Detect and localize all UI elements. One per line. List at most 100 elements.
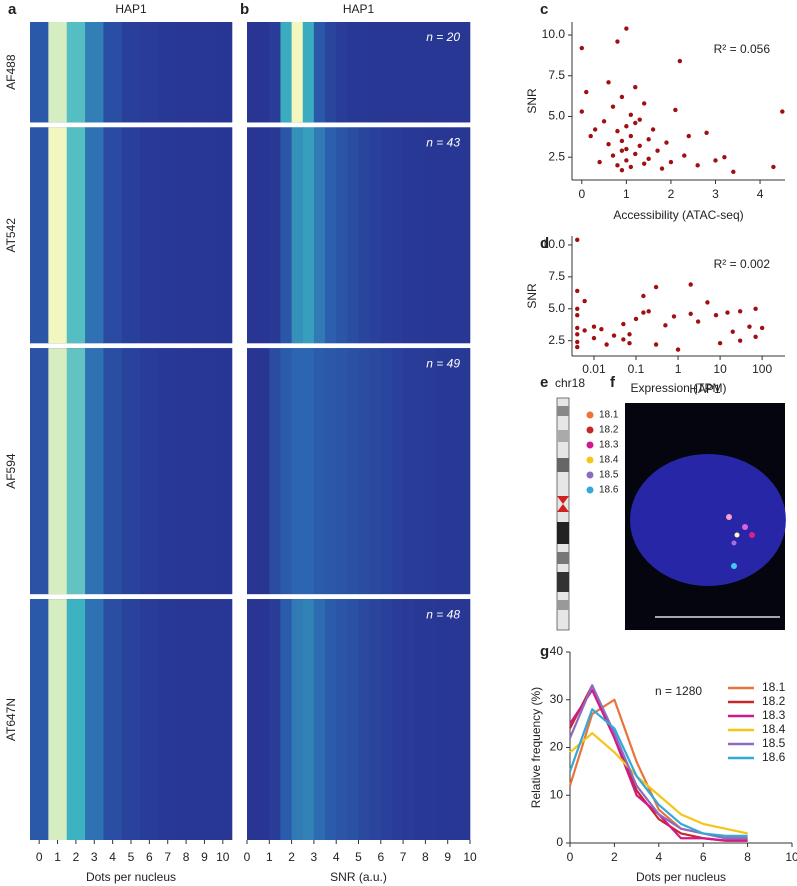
x-tick-label: 10 [463,850,477,864]
scatter-point [633,120,638,126]
legend-dot [586,441,594,449]
heatmap-cell [140,599,159,840]
scatter-point [717,341,723,346]
x-tick-label: 0.01 [582,362,606,376]
heatmap-cell [140,348,159,595]
heatmap-cell [458,127,471,344]
scatter-point [650,127,656,132]
heatmap-cell [291,22,304,123]
scatter-point [619,148,625,153]
heatmap-cell [30,599,49,840]
n-label: n = 20 [426,30,460,44]
legend-label: 18.2 [762,694,786,708]
scatter-point [673,107,678,113]
heatmap-cell [195,127,214,344]
scatter-point [619,138,625,144]
scatter-point [747,324,752,329]
scatter-point [582,298,587,304]
scatter-point [627,341,632,346]
heatmap-cell [30,22,49,123]
scatter-point [653,342,659,347]
heatmap-cell [313,127,326,344]
heatmap-cell [280,348,292,595]
heatmap-cell [176,348,196,595]
heatmap-cell [158,599,178,840]
heatmap-cell [369,599,382,840]
legend-label: 18.6 [762,750,786,764]
heatmap-cell [66,22,86,123]
scatter-point [759,325,765,331]
heatmap-cell [103,22,123,123]
heatmap-cell [358,22,370,123]
x-tick-label: 6 [146,850,153,864]
x-tick-label: 2 [73,850,80,864]
heatmap-cell [458,348,471,595]
scatter-point [664,140,669,145]
heatmap-cell [121,348,141,595]
row-label: AT647N [4,698,18,741]
heatmap-cell [414,599,426,840]
panel-letter: g [540,643,549,660]
y-tick-label: 2.5 [548,333,565,347]
heatmap-cell [213,348,233,595]
scatter-point [615,163,620,168]
heatmap-cell [302,22,315,123]
heatmap-cell [347,127,359,344]
heatmap-cell [403,348,415,595]
y-tick-label: 5.0 [548,301,565,315]
legend-label: 18.4 [762,722,786,736]
heatmap-cell [380,348,393,595]
scatter-point [688,282,693,287]
scatter-point [592,127,598,132]
heatmap-cell [336,348,348,595]
scatter-point [628,133,634,139]
series-line [569,732,748,835]
x-tick-label: 10 [785,850,797,864]
heatmap-cell [391,599,404,840]
heatmap-cell [347,599,359,840]
heatmap-cell [121,22,141,123]
scatter-point [621,337,626,342]
legend-label: 18.5 [599,470,619,481]
y-tick-label: 5.0 [548,109,565,123]
heatmap-cell [336,22,348,123]
scatter-point [624,158,629,163]
scatter-point [637,143,642,148]
x-tick-label: 1 [54,850,61,864]
heatmap-cell [258,599,270,840]
x-axis-label: Expression (TPM) [630,381,726,395]
heatmap-cell [258,348,270,595]
panel-title: HAP1 [115,2,147,16]
x-tick-label: 2 [288,850,295,864]
scatter-point [619,168,625,173]
scatter-point [611,333,617,338]
scatter-point [663,323,668,328]
heatmap-cell [269,22,281,123]
legend-dot [586,456,594,464]
legend-label: 18.4 [599,455,619,466]
heatmap-cell [280,599,292,840]
scatter-point [624,26,629,31]
x-axis-label: Dots per nucleus [636,870,726,884]
panel-letter: c [540,1,548,18]
heatmap-cell [313,599,326,840]
panel-title: HAP1 [343,2,375,16]
x-tick-label: 1 [675,362,682,376]
heatmap-cell [195,599,214,840]
microscopy-image [625,403,786,630]
heatmap-cell [447,127,460,344]
x-tick-label: 5 [128,850,135,864]
heatmap-cell [436,127,448,344]
chromosome-label: chr18 [555,376,585,390]
y-tick-label: 0 [556,835,563,849]
heatmap-cell [269,599,281,840]
heatmap-cell [247,599,259,840]
scatter-point [695,163,700,168]
heatmap-cell [436,348,448,595]
heatmap-cell [280,127,292,344]
scatter-point [655,148,660,153]
heatmap-cell [391,127,404,344]
heatmap-cell [280,22,292,123]
scatter-point [677,58,683,64]
legend-label: 18.5 [762,736,786,750]
